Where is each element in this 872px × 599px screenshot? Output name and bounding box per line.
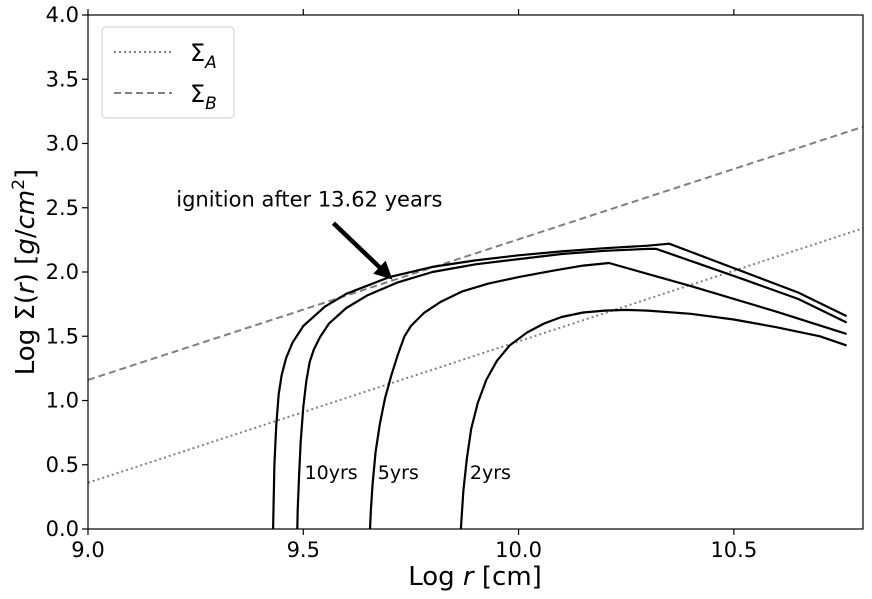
x-axis: 9.0 9.5 10.0 10.5: [71, 9, 757, 562]
ref-line-sigma-a: [88, 227, 863, 484]
curve-label-5yrs: 5yrs: [378, 462, 419, 484]
curve-label-10yrs: 10yrs: [305, 462, 358, 484]
series-layer: [272, 242, 847, 529]
y-tick-label: 0.5: [46, 453, 79, 477]
x-tick-label: 9.5: [287, 538, 320, 562]
ignition-annotation: ignition after 13.62 years: [176, 187, 442, 211]
legend-label-sigma-b: ΣB: [190, 80, 217, 114]
y-tick-label: 3.0: [46, 132, 79, 156]
y-tick-label: 2.0: [46, 260, 79, 284]
x-tick-label: 10.5: [710, 538, 757, 562]
x-axis-title: Log r [cm]: [408, 562, 542, 592]
ignition-arrow: [331, 221, 393, 280]
x-tick-label: 10.0: [495, 538, 542, 562]
series-line-10yrs: [296, 247, 847, 529]
y-tick-label: 3.5: [46, 67, 79, 91]
legend: ΣA ΣB: [101, 26, 235, 119]
y-tick-label: 1.5: [46, 324, 79, 348]
legend-box: [101, 26, 235, 119]
series-line-5yrs: [368, 261, 847, 529]
annotations: ignition after 13.62 years 10yrs 5yrs 2yrs: [176, 187, 511, 483]
x-tick-label: 9.0: [71, 538, 104, 562]
ref-line-sigma-b: [88, 125, 863, 381]
y-axis: 0.0 0.5 1.0 1.5 2.0 2.5 3.0 3.5 4.0: [46, 3, 88, 541]
y-tick-label: 0.0: [46, 517, 79, 541]
y-tick-label: 4.0: [46, 3, 79, 27]
legend-label-sigma-a: ΣA: [190, 39, 217, 73]
curve-label-2yrs: 2yrs: [470, 462, 511, 484]
series-line-ignition: [272, 242, 847, 529]
y-tick-label: 1.0: [46, 389, 79, 413]
series-line-2yrs: [459, 308, 847, 529]
reference-lines: [88, 125, 863, 484]
y-tick-label: 2.5: [46, 196, 79, 220]
y-axis-title: Log Σ(r) [g/cm2]: [9, 169, 41, 375]
